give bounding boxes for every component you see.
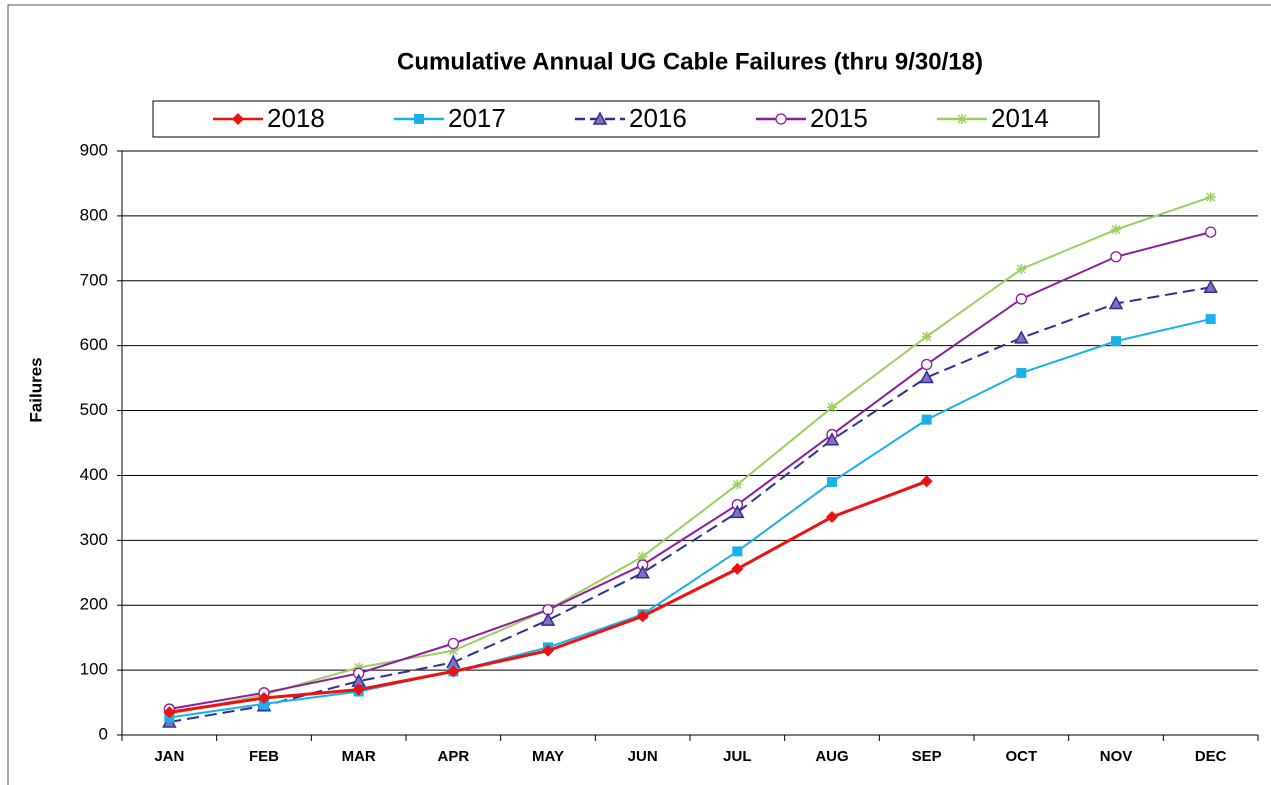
data-point [637,551,648,562]
y-tick-label: 700 [80,270,108,289]
x-tick-label: NOV [1100,748,1133,765]
legend-label: 2014 [991,103,1049,133]
data-point [1108,295,1124,310]
legend-label: 2017 [448,103,506,133]
y-tick-label: 300 [80,530,108,549]
chart-title: Cumulative Annual UG Cable Failures (thr… [397,48,983,75]
legend-label: 2015 [810,103,868,133]
x-tick-label: JUN [628,748,658,765]
data-point [1205,192,1216,203]
series-line [169,231,1211,711]
data-point [635,565,650,579]
data-point [540,612,556,626]
x-tick-label: SEP [912,748,942,765]
data-point [732,546,743,557]
x-tick-label: JAN [154,748,184,765]
y-tick-label: 500 [80,400,108,419]
x-tick-label: MAY [532,748,564,765]
data-point [542,644,554,657]
data-point [827,402,837,413]
y-tick-label: 0 [99,724,108,743]
x-tick-label: OCT [1005,748,1037,765]
frame [7,4,1271,785]
data-point [827,476,837,487]
y-tick-label: 800 [80,205,108,224]
series-line [169,479,928,714]
y-tick-label: 200 [80,595,108,614]
data-point [353,662,364,673]
y-tick-label: 100 [80,660,108,679]
data-point [448,645,459,656]
x-tick-label: DEC [1195,748,1227,765]
data-point [1015,293,1027,305]
legend-label: 2016 [629,103,687,133]
legend-marker [957,114,967,124]
data-point [163,706,176,719]
x-tick-label: JUL [723,748,751,765]
data-point [1205,226,1217,238]
data-point [447,665,460,678]
data-point [921,358,933,371]
series-line [169,286,1211,724]
data-point [732,479,743,490]
data-point [921,414,932,425]
data-point [447,637,459,650]
data-point [920,475,933,488]
series-line [169,196,1211,716]
data-point [1203,279,1218,294]
y-tick-label: 600 [80,335,108,354]
data-point [258,692,270,705]
y-tick-label: 400 [80,465,108,484]
x-tick-label: MAR [342,748,376,765]
y-axis-label: Failures [26,357,45,422]
data-point [1110,251,1122,263]
x-tick-label: FEB [249,748,279,765]
x-tick-label: APR [437,748,469,765]
series-line [169,318,1211,719]
data-point [1016,367,1027,378]
data-point [824,432,840,446]
data-point [826,510,838,523]
data-point [921,331,932,342]
data-point [1016,264,1027,275]
data-point [1111,224,1121,235]
data-point [636,610,649,623]
data-point [731,562,744,575]
data-point [1205,314,1216,325]
data-point [352,683,365,696]
legend-label: 2018 [267,103,325,133]
legend-marker [414,114,424,124]
y-tick-label: 900 [80,140,108,159]
x-tick-label: AUG [815,748,848,765]
data-point [1111,336,1121,347]
data-point [730,504,745,519]
legend-marker [775,113,787,125]
data-point [919,369,934,384]
legend-marker [592,111,608,125]
legend-marker [232,113,244,125]
data-point [1014,330,1029,344]
